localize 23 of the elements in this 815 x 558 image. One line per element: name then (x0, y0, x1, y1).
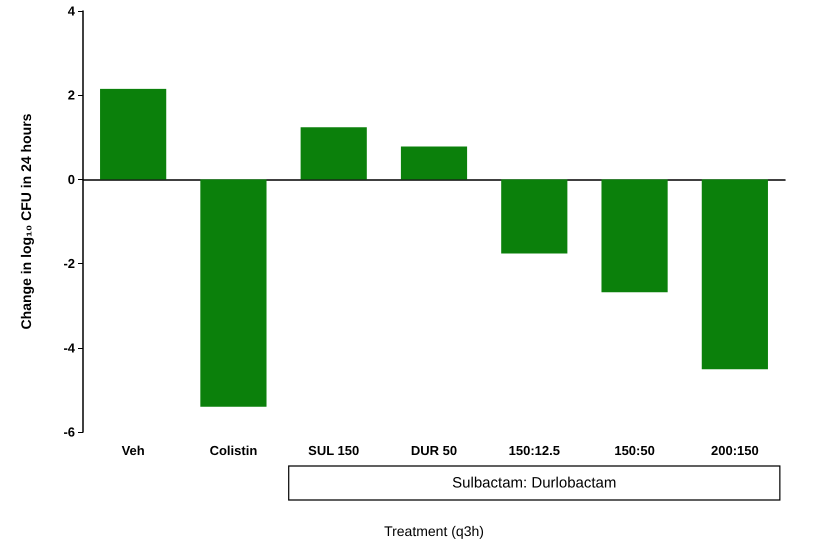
y-axis-title: Change in log₁₀ CFU in 24 hours (18, 113, 34, 330)
y-tick-label: 0 (68, 172, 75, 187)
bar (200, 179, 267, 407)
bar (702, 179, 768, 370)
x-axis-title: Treatment (q3h) (384, 523, 484, 539)
bar (300, 127, 367, 180)
y-tick-label: 2 (68, 88, 75, 103)
x-tick-label: 150:50 (614, 443, 655, 458)
x-tick-label: 200:150 (711, 443, 759, 458)
y-tick-label: -4 (63, 340, 76, 356)
bar (100, 88, 166, 180)
y-tick-label: 4 (68, 4, 76, 18)
x-tick-label: SUL 150 (308, 443, 360, 458)
x-tick-label: DUR 50 (410, 443, 458, 458)
y-tick-label: -2 (63, 256, 75, 272)
bar (501, 179, 568, 254)
x-tick-label: Veh (122, 443, 145, 458)
x-tick-label: 150:12.5 (508, 443, 560, 458)
bar (400, 146, 468, 180)
x-tick-label: Colistin (210, 443, 258, 458)
text: Sulbactam: Durlobactam (452, 474, 616, 492)
y-tick-label: -6 (63, 424, 75, 440)
bar (601, 179, 668, 292)
